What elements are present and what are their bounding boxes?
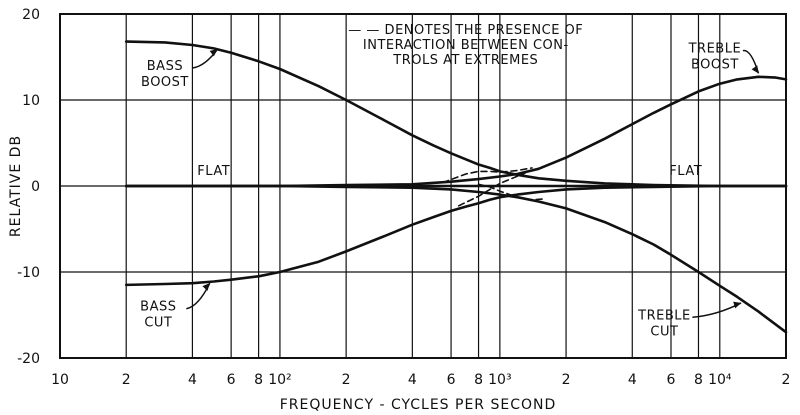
x-tick-label: 6 xyxy=(447,372,456,388)
x-tick-label: 4 xyxy=(188,372,197,388)
series-bass-boost xyxy=(124,40,788,188)
x-tick-label: 4 xyxy=(408,372,417,388)
x-tick-label: 6 xyxy=(667,372,676,388)
annotation-line: TROLS AT EXTREMES xyxy=(392,53,538,68)
y-tick-label: 20 xyxy=(22,7,40,23)
treble-boost-label: TREBLE BOOST xyxy=(688,42,742,73)
x-tick-label: 8 xyxy=(694,372,703,388)
bass-cut-label-arrowhead xyxy=(202,283,210,291)
flat-label-right-line: FLAT xyxy=(669,164,702,179)
x-tick-label: 2 xyxy=(122,372,131,388)
curves xyxy=(124,40,788,334)
x-tick-label: 4 xyxy=(628,372,637,388)
treble-boost-label-line: TREBLE xyxy=(688,42,742,57)
x-tick-label: 10 xyxy=(51,372,69,388)
interaction-dashed-curve xyxy=(477,183,546,201)
tick-labels: 20 10 0 -10 -20 10 2 4 6 8 10² 2 4 6 8 10³ 2 4 6 8 10⁴ 2 xyxy=(17,7,790,388)
treble-cut-label-arrowhead xyxy=(733,301,742,309)
bass-boost-label-line: BOOST xyxy=(141,75,189,90)
flat-label-left: FLAT xyxy=(197,164,230,179)
x-tick-label: 2 xyxy=(342,372,351,388)
x-axis-title: FREQUENCY - CYCLES PER SECOND xyxy=(280,397,557,413)
y-tick-label: 0 xyxy=(31,179,40,195)
bass-cut-label-line: BASS xyxy=(140,300,176,315)
bass-boost-label-line: BASS xyxy=(147,59,183,74)
interaction-dashed-curve xyxy=(442,167,533,184)
x-tick-label: 2 xyxy=(562,372,571,388)
flat-label-left-line: FLAT xyxy=(197,164,230,179)
series-treble-boost xyxy=(124,75,788,188)
x-tick-label: 8 xyxy=(474,372,483,388)
x-tick-label: 8 xyxy=(254,372,263,388)
series-bass-cut xyxy=(124,184,788,287)
treble-cut-label-line: TREBLE xyxy=(637,308,691,323)
plot-frame xyxy=(59,13,787,359)
x-tick-label: 6 xyxy=(227,372,236,388)
bass-boost-label-arrowhead xyxy=(209,49,218,57)
treble-cut-label-line: CUT xyxy=(650,324,678,339)
y-axis-title: RELATIVE DB xyxy=(8,135,24,237)
y-tick-label: -10 xyxy=(17,265,40,281)
annotation-line: INTERACTION BETWEEN CON- xyxy=(363,38,569,53)
interaction-dashed-curve xyxy=(457,172,526,207)
bass-cut-label: BASS CUT xyxy=(140,300,176,331)
series-treble-cut xyxy=(124,184,788,334)
y-tick-label: -20 xyxy=(17,351,40,367)
annotation-line: — — DENOTES THE PRESENCE OF xyxy=(348,23,583,38)
treble-boost-label-arrowhead xyxy=(751,65,759,74)
flat-label-right: FLAT xyxy=(669,164,702,179)
treble-boost-label-line: BOOST xyxy=(691,58,739,73)
x-tick-label: 10² xyxy=(268,372,291,388)
x-tick-label: 10⁴ xyxy=(708,372,732,388)
bass-boost-label: BASS BOOST xyxy=(141,59,189,90)
x-tick-label: 2 xyxy=(782,372,791,388)
treble-cut-label: TREBLE CUT xyxy=(637,308,691,339)
bass-cut-label-line: CUT xyxy=(144,316,172,331)
y-tick-label: 10 xyxy=(22,93,40,109)
x-tick-label: 10³ xyxy=(488,372,511,388)
